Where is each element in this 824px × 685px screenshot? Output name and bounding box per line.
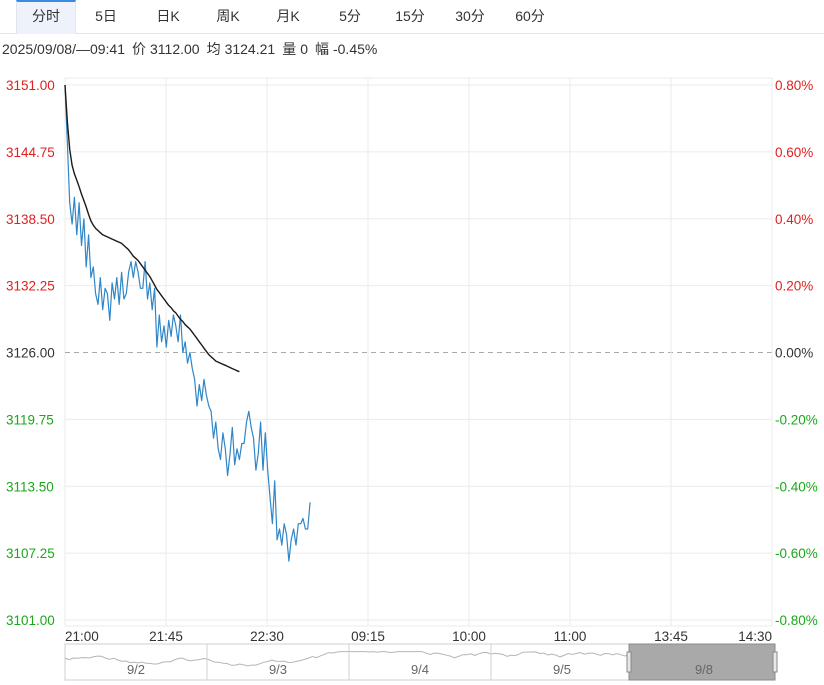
x-tick-label: 21:00 — [65, 629, 99, 644]
y-tick-label: 3144.75 — [6, 145, 55, 160]
tab-15-min[interactable]: 15分 — [395, 8, 425, 24]
quote-avg-label: 均 — [206, 41, 221, 57]
y2-tick-label: -0.40% — [775, 479, 818, 494]
navigator-date-label: 9/4 — [411, 662, 429, 677]
tab-intraday[interactable]: 分时 — [16, 0, 76, 34]
navigator-selection — [628, 643, 776, 681]
y2-tick-label: 0.00% — [775, 346, 813, 361]
navigator-frame — [64, 643, 776, 681]
navigator-date-label: 9/5 — [553, 662, 571, 677]
x-tick-label: 10:00 — [452, 629, 486, 644]
y2-tick-label: -0.60% — [775, 546, 818, 561]
y-tick-label: 3132.25 — [6, 279, 55, 294]
x-tick-label: 11:00 — [554, 629, 587, 644]
y-tick-label: 3151.00 — [6, 78, 55, 93]
y-tick-label: 3113.50 — [6, 479, 54, 494]
y-tick-label: 3126.00 — [6, 346, 55, 361]
y2-tick-label: 0.40% — [775, 212, 813, 227]
price-line — [64, 84, 311, 562]
y2-tick-label: 0.60% — [775, 145, 813, 160]
navigator-handle-left — [626, 651, 632, 673]
x-tick-label: 22:30 — [250, 629, 284, 644]
y2-tick-label: 0.80% — [775, 78, 813, 93]
y-tick-label: 3119.75 — [6, 412, 54, 427]
x-tick-label: 09:15 — [351, 629, 385, 644]
navigator-handle-right — [772, 651, 778, 673]
quote-datetime: 2025/09/08/—09:41 — [2, 41, 125, 57]
quote-price: 3112.00 — [150, 41, 200, 57]
quote-change-label: 幅 — [314, 41, 329, 57]
tab-30-min[interactable]: 30分 — [455, 8, 485, 24]
tab-monthly-k[interactable]: 月K — [276, 8, 300, 24]
y-tick-label: 3138.50 — [6, 212, 55, 227]
tab-daily-k[interactable]: 日K — [156, 8, 180, 24]
x-tick-label: 14:30 — [738, 629, 772, 644]
quote-price-label: 价 — [132, 41, 146, 57]
plot-frame — [64, 77, 773, 627]
quote-change: -0.45% — [332, 41, 378, 57]
tab-weekly-k[interactable]: 周K — [216, 8, 240, 24]
tab-5-day[interactable]: 5日 — [95, 8, 117, 24]
navigator-sparkline — [64, 651, 634, 667]
y-tick-label: 3101.00 — [6, 613, 55, 628]
x-tick-label: 21:45 — [149, 629, 183, 644]
quote-volume: 0 — [300, 41, 308, 57]
period-tab-bar: 分时 5日 日K 周K 月K 5分 15分 30分 60分 — [0, 0, 824, 34]
quote-readout: 2025/09/08/—09:41 价 3112.00 均 3124.21 量 0 幅 -0.4… — [2, 39, 384, 59]
tab-5-min[interactable]: 5分 — [339, 8, 361, 24]
tab-60-min[interactable]: 60分 — [515, 8, 545, 24]
navigator-date-label: 9/8 — [695, 662, 713, 677]
navigator-date-label: 9/3 — [269, 662, 287, 677]
y2-tick-label: 0.20% — [775, 279, 813, 294]
x-tick-label: 13:45 — [654, 629, 688, 644]
y2-tick-label: -0.80% — [775, 613, 818, 628]
quote-avg: 3124.21 — [224, 41, 276, 57]
y2-tick-label: -0.20% — [775, 412, 818, 427]
average-price-line — [64, 84, 240, 373]
y-tick-label: 3107.25 — [6, 546, 55, 561]
navigator-date-label: 9/2 — [127, 662, 145, 677]
quote-volume-label: 量 — [282, 41, 297, 57]
